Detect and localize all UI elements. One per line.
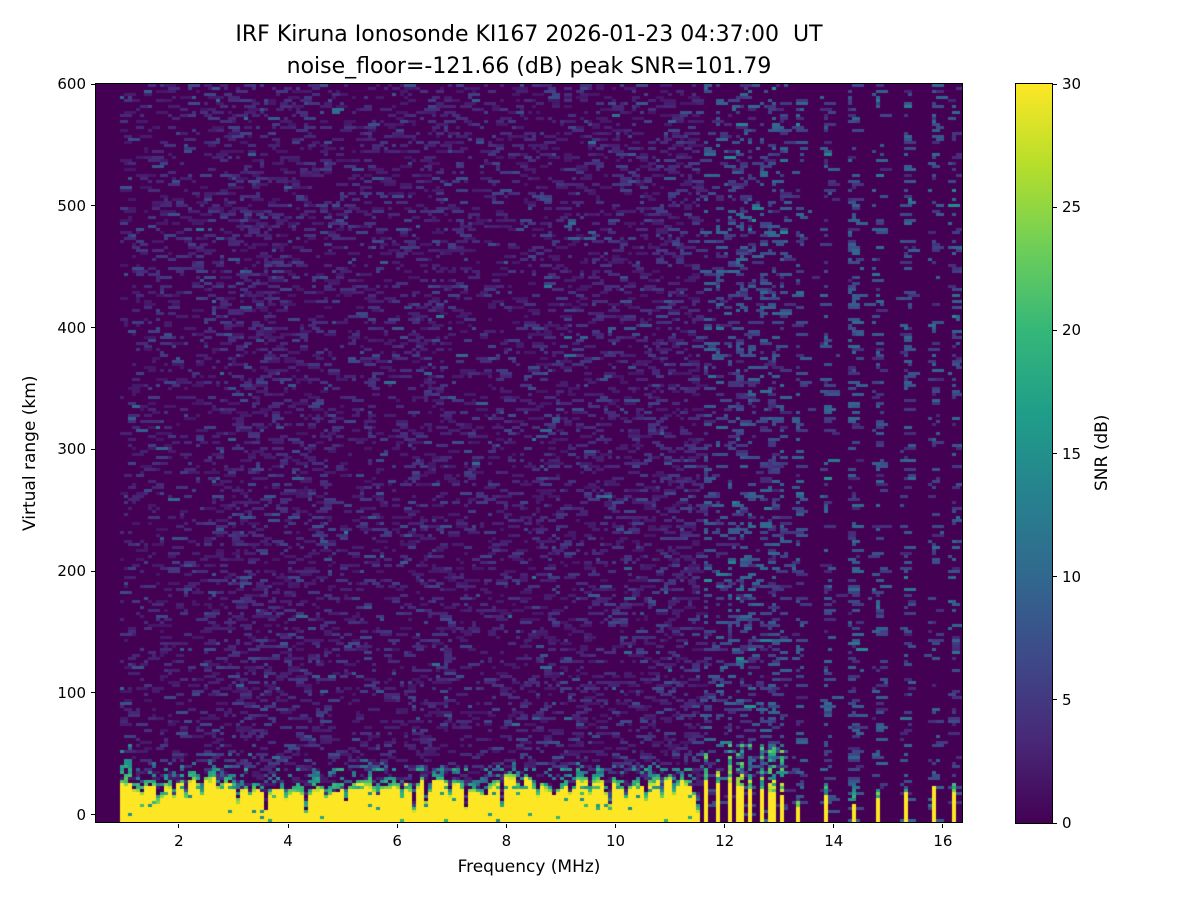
y-axis-tick [91, 83, 95, 85]
colorbar-tick-label: 30 [1062, 75, 1082, 93]
colorbar-tick-label: 20 [1062, 321, 1082, 340]
y-axis-tick-label: 0 [76, 805, 86, 824]
colorbar-tick [1053, 83, 1057, 85]
y-axis-tick [91, 814, 95, 816]
colorbar-tick-label: 25 [1062, 198, 1082, 217]
y-axis-label: Virtual range (km) [20, 375, 40, 531]
x-axis-tick-label: 4 [283, 832, 293, 850]
y-axis-tick-label: 100 [57, 683, 86, 702]
plot-area [95, 83, 963, 823]
x-axis-tick-label: 2 [174, 832, 184, 850]
x-axis-tick-label: 8 [501, 832, 512, 850]
chart-title-line1: IRF Kiruna Ionosonde KI167 2026-01-23 04… [235, 22, 823, 47]
colorbar-label: SNR (dB) [1092, 414, 1112, 492]
x-axis-tick [724, 824, 726, 828]
x-axis-tick [178, 824, 180, 828]
x-axis-label: Frequency (MHz) [457, 857, 601, 877]
x-axis-tick-label: 6 [392, 832, 402, 850]
colorbar-tick [1053, 576, 1057, 578]
x-axis-tick [833, 824, 835, 828]
x-axis-tick-label: 16 [933, 832, 953, 850]
y-axis-tick-label: 500 [57, 196, 86, 215]
chart-title-line2: noise_floor=-121.66 (dB) peak SNR=101.79 [286, 54, 772, 79]
y-axis-tick [91, 327, 95, 329]
x-axis-tick-label: 10 [605, 832, 626, 850]
y-axis-tick-label: 600 [57, 75, 86, 93]
x-axis-tick-label: 14 [824, 832, 844, 850]
y-axis-tick-label: 200 [57, 562, 86, 581]
x-axis-tick-label: 12 [715, 832, 735, 850]
colorbar-tick-label: 10 [1062, 567, 1082, 586]
colorbar-tick-label: 5 [1062, 690, 1072, 709]
x-axis-tick [505, 824, 507, 828]
y-axis-tick [91, 570, 95, 572]
y-axis-tick [91, 692, 95, 694]
x-axis-tick [396, 824, 398, 828]
colorbar-tick [1053, 453, 1057, 454]
x-axis-tick [614, 824, 616, 828]
colorbar-tick [1053, 822, 1057, 824]
y-axis-tick [91, 448, 95, 450]
colorbar-tick-label: 0 [1062, 814, 1072, 832]
colorbar-tick [1053, 699, 1057, 701]
y-axis-tick [91, 205, 95, 207]
colorbar-tick [1053, 206, 1057, 208]
x-axis-tick [942, 824, 944, 828]
heatmap-canvas [96, 84, 962, 822]
colorbar-tick [1053, 329, 1057, 331]
y-axis-tick-label: 400 [57, 318, 86, 337]
x-axis-tick [287, 824, 289, 828]
y-axis-tick-label: 300 [57, 440, 86, 459]
colorbar [1015, 83, 1053, 824]
colorbar-tick-label: 15 [1062, 444, 1082, 463]
